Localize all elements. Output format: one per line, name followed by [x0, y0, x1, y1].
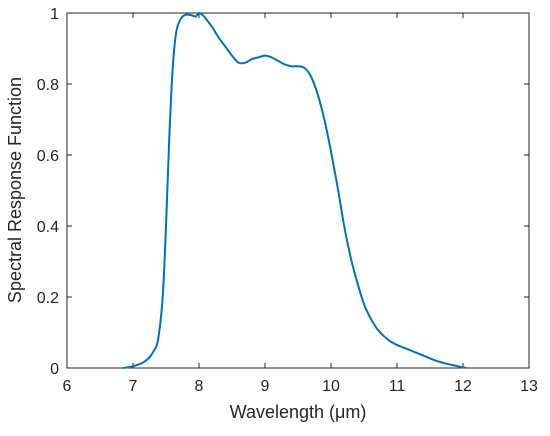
x-tick-label: 8	[195, 378, 204, 395]
x-tick-label: 12	[454, 378, 472, 395]
axis-ticks	[66, 12, 530, 369]
y-tick-label: 0	[50, 361, 59, 378]
x-tick-label: 7	[129, 378, 138, 395]
series-line-0	[122, 11, 467, 369]
series-layer	[122, 11, 467, 369]
y-tick-label: 0.4	[37, 219, 59, 236]
x-tick-label: 10	[322, 378, 340, 395]
tick-labels: 6 7 8 9 10 11 12 13 0 0.2 0.4 0.6 0.8 1	[37, 6, 538, 395]
y-tick-label: 0.2	[37, 290, 59, 307]
y-tick-label: 0.8	[37, 77, 59, 94]
plot-area	[66, 12, 530, 369]
y-tick-label: 0.6	[37, 148, 59, 165]
x-tick-label: 11	[389, 378, 406, 395]
x-tick-label: 9	[261, 378, 270, 395]
y-tick-label: 1	[50, 6, 59, 23]
x-tick-label: 13	[520, 378, 538, 395]
y-axis-label: Spectral Response Function	[5, 77, 25, 303]
x-tick-label: 6	[63, 378, 72, 395]
x-axis-label: Wavelength (μm)	[230, 402, 367, 422]
